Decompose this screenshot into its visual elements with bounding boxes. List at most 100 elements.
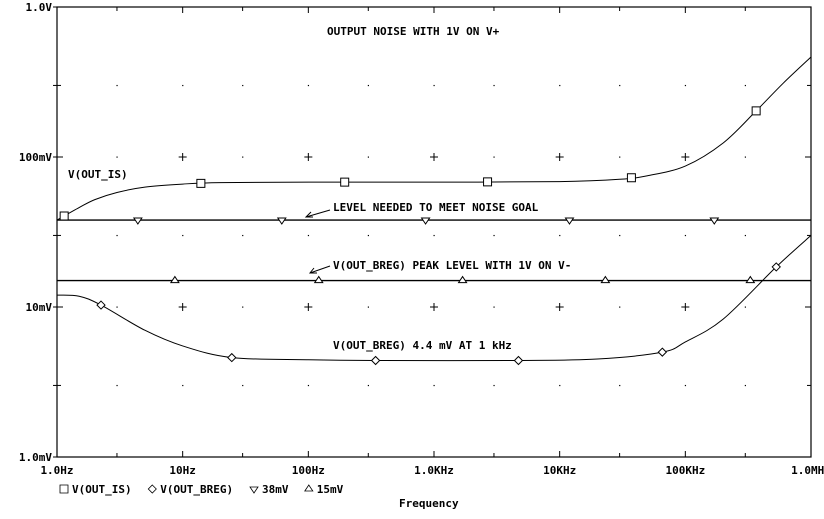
grid-dot (116, 234, 118, 237)
grid-dot (684, 384, 687, 387)
grid-dot (307, 384, 310, 387)
grid-dot (493, 84, 495, 87)
plot-frame (56, 6, 812, 458)
grid-dot (116, 156, 118, 158)
grid-dot (619, 84, 621, 87)
grid-dot (242, 234, 244, 237)
marker-square (751, 106, 761, 116)
marker-triangle-up (313, 275, 324, 284)
grid-dot (744, 234, 746, 237)
marker-diamond (513, 355, 524, 366)
legend-marker-square (59, 484, 69, 494)
grid-dot (559, 234, 561, 237)
legend-label: V(OUT_IS) (72, 483, 132, 496)
legend-label: 15mV (317, 483, 344, 496)
grid-dot (307, 84, 310, 87)
grid-cross (178, 303, 187, 311)
x-tick-label: 100KHz (665, 464, 705, 477)
grid-dot (116, 384, 118, 387)
grid-cross (430, 303, 438, 311)
markers-group (59, 106, 781, 366)
grid-dot (493, 306, 495, 308)
grid-dot (367, 384, 369, 387)
marker-diamond (227, 352, 237, 363)
grid-cross (555, 303, 564, 311)
grid-dot (619, 234, 621, 237)
chart-title: OUTPUT NOISE WITH 1V ON V+ (327, 25, 500, 38)
marker-square (196, 178, 206, 188)
legend-marker-triangle-up (304, 484, 314, 492)
grid-dot (619, 156, 621, 158)
marker-triangle-up (457, 275, 468, 284)
series-line-1 (56, 235, 812, 362)
x-tick-label: 1.0Hz (40, 464, 73, 477)
grid-cross (304, 153, 313, 161)
grid-cross (178, 153, 187, 161)
marker-triangle-down (132, 217, 143, 225)
grid-dot (684, 234, 687, 237)
x-tick-label: 10KHz (543, 464, 576, 477)
marker-triangle-down (709, 217, 720, 225)
grid-dot (493, 156, 495, 158)
grid-dot (493, 384, 495, 387)
annotation-out-is: V(OUT_IS) (68, 168, 128, 181)
grid-dots (116, 84, 746, 387)
grid-dot (367, 156, 369, 158)
grid-cross (430, 153, 438, 161)
grid-dot (559, 384, 561, 387)
grid-dot (619, 384, 621, 387)
legend-label: V(OUT_BREG) (160, 483, 233, 496)
grid-dot (116, 306, 118, 308)
x-tick-label: 1.0KHz (414, 464, 454, 477)
grid-dot (116, 84, 118, 87)
grid-cross (304, 303, 313, 311)
annotation-breg-peak: V(OUT_BREG) PEAK LEVEL WITH 1V ON V- (333, 259, 571, 272)
arrow-breg-peak (308, 265, 331, 274)
x-tick-labels: 1.0Hz 10Hz 100Hz 1.0KHz 10KHz 100KHz 1.0MHz (40, 464, 824, 477)
grid-dot (744, 84, 746, 87)
grid-dot (242, 84, 244, 87)
grid-dot (619, 306, 621, 308)
grid-dot (182, 84, 184, 87)
series-group (56, 56, 812, 362)
grid-cross (681, 153, 690, 161)
marker-diamond (96, 300, 106, 310)
grid-dot (433, 384, 435, 387)
y-tick-label: 100mV (19, 151, 52, 164)
marker-square (340, 177, 350, 187)
grid-dot (307, 234, 310, 237)
grid-dot (367, 306, 369, 308)
grid-dot (242, 384, 244, 387)
series-line-0 (56, 56, 812, 221)
marker-diamond (657, 347, 668, 357)
arrow-noise-goal (304, 209, 331, 218)
grid-dot (182, 234, 184, 237)
y-tick-labels: 1.0V 100mV 10mV 1.0mV (19, 1, 52, 464)
grid-dot (242, 306, 244, 308)
marker-diamond (771, 262, 781, 272)
marker-square (626, 173, 636, 183)
grid-dot (744, 384, 746, 387)
marker-triangle-down (564, 217, 575, 225)
marker-square (483, 177, 493, 187)
y-tick-label: 10mV (26, 301, 53, 314)
x-axis-label: Frequency (399, 497, 459, 510)
grid-dot (493, 234, 495, 237)
y-tick-label: 1.0mV (19, 451, 52, 464)
marker-triangle-up (745, 275, 756, 284)
grid-dot (433, 84, 435, 87)
grid-cross (555, 153, 564, 161)
legend-marker-triangle-down (249, 486, 259, 494)
grid-dot (684, 84, 687, 87)
marker-triangle-down (420, 217, 431, 225)
legend-label: 38mV (262, 483, 289, 496)
marker-triangle-up (600, 275, 611, 284)
marker-square (59, 211, 69, 221)
marker-triangle-down (276, 217, 287, 225)
grid-dot (744, 306, 746, 308)
grid-dot (433, 234, 435, 237)
legend-marker-diamond (147, 484, 157, 494)
annotation-noise-goal: LEVEL NEEDED TO MEET NOISE GOAL (333, 201, 539, 214)
x-tick-label: 1.0MHz (791, 464, 824, 477)
